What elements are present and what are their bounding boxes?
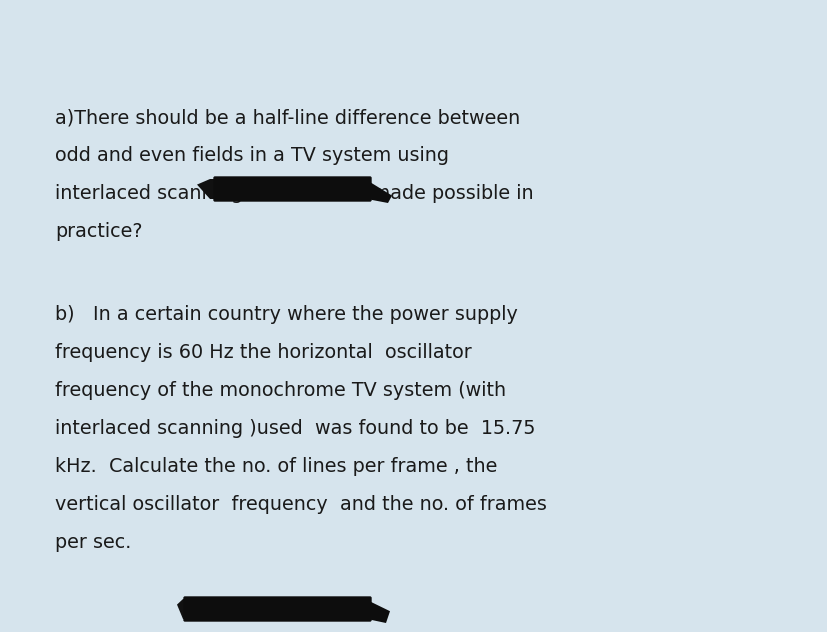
- Text: frequency of the monochrome TV system (with: frequency of the monochrome TV system (w…: [55, 381, 505, 400]
- Text: odd and even fields in a TV system using: odd and even fields in a TV system using: [55, 146, 448, 165]
- Text: interlaced scanning. How is this  made possible in: interlaced scanning. How is this made po…: [55, 184, 533, 203]
- Text: vertical oscillator  frequency  and the no. of frames: vertical oscillator frequency and the no…: [55, 495, 546, 514]
- Polygon shape: [365, 179, 391, 203]
- Text: per sec.: per sec.: [55, 533, 131, 552]
- Text: interlaced scanning )used  was found to be  15.75: interlaced scanning )used was found to b…: [55, 419, 535, 438]
- FancyBboxPatch shape: [213, 177, 370, 201]
- Text: kHz.  Calculate the no. of lines per frame , the: kHz. Calculate the no. of lines per fram…: [55, 457, 497, 476]
- Text: practice?: practice?: [55, 222, 142, 241]
- Text: a)There should be a half-line difference between: a)There should be a half-line difference…: [55, 108, 519, 127]
- Text: frequency is 60 Hz the horizontal  oscillator: frequency is 60 Hz the horizontal oscill…: [55, 343, 471, 362]
- Polygon shape: [197, 179, 220, 199]
- FancyBboxPatch shape: [184, 597, 370, 621]
- Polygon shape: [365, 599, 390, 623]
- Text: b)   In a certain country where the power supply: b) In a certain country where the power …: [55, 305, 517, 324]
- Polygon shape: [177, 599, 193, 619]
